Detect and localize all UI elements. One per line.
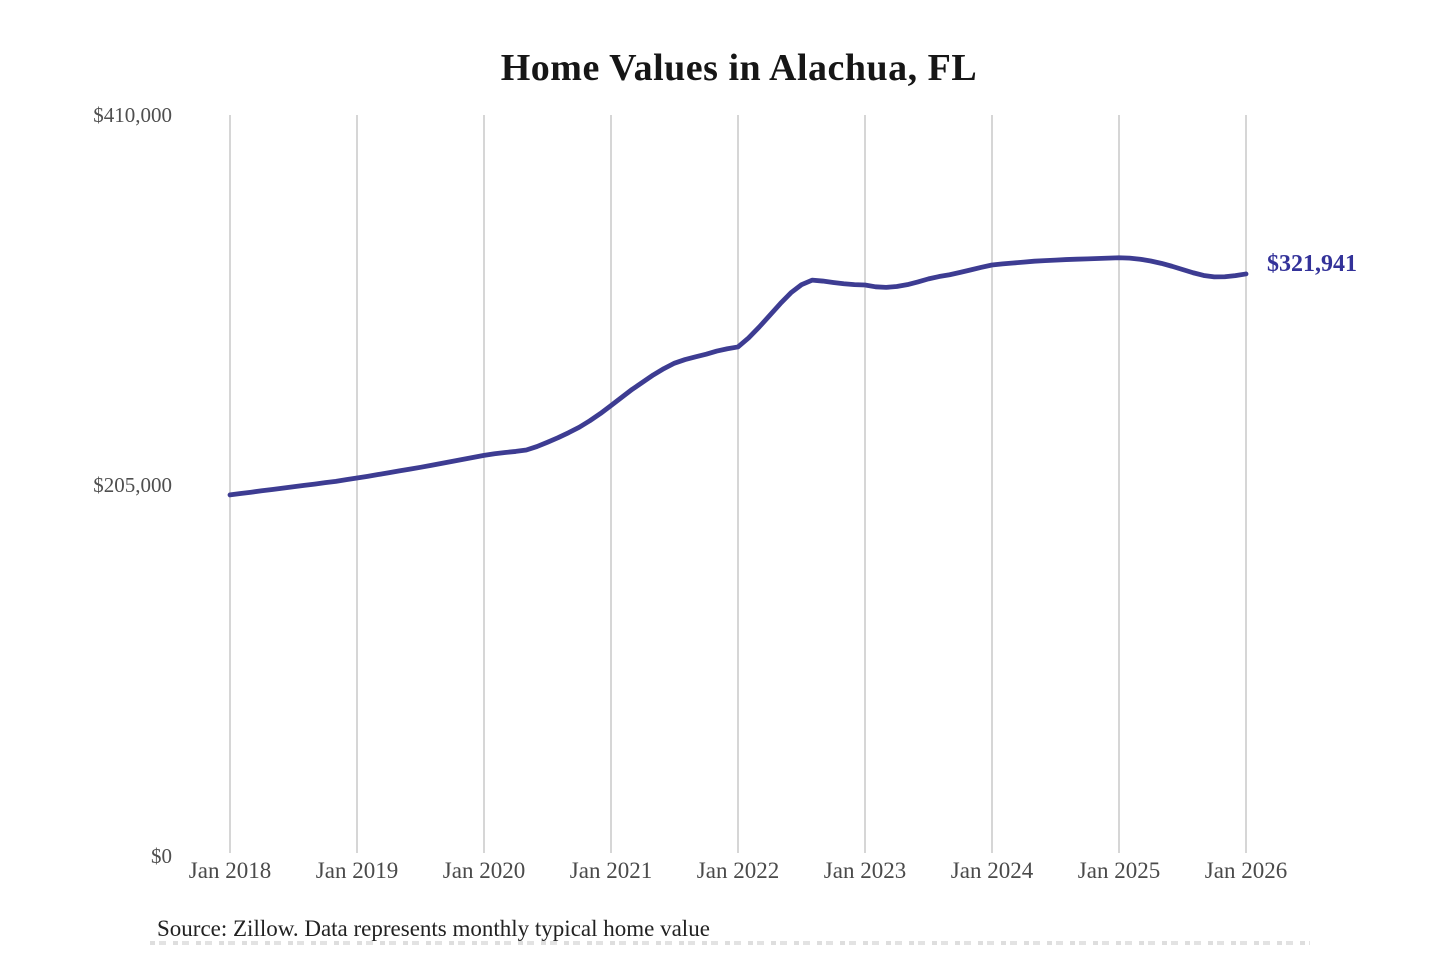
x-axis-tick-jan-2023: Jan 2023 (823, 858, 907, 883)
source-note: Source: Zillow. Data represents monthly … (157, 916, 710, 941)
latest-value-label: $321,941 (1267, 251, 1357, 277)
x-axis-tick-jan-2020: Jan 2020 (442, 858, 526, 883)
y-axis-tick-205000: $205,000 (93, 473, 172, 497)
chart-title: Home Values in Alachua, FL (500, 47, 978, 89)
home-value-series-line (227, 255, 1249, 498)
y-axis-tick-0: $0 (151, 844, 172, 868)
cropped-text-remnant (150, 941, 1310, 945)
x-axis-tick-jan-2025: Jan 2025 (1077, 858, 1161, 883)
x-axis-tick-jan-2019: Jan 2019 (315, 858, 399, 883)
x-axis-tick-jan-2018: Jan 2018 (188, 858, 272, 883)
x-axis-tick-jan-2021: Jan 2021 (569, 858, 653, 883)
y-axis-tick-410000: $410,000 (93, 103, 172, 127)
x-axis-tick-jan-2022: Jan 2022 (696, 858, 780, 883)
x-axis-tick-jan-2024: Jan 2024 (950, 858, 1034, 883)
x-axis-tick-jan-2026: Jan 2026 (1204, 858, 1288, 883)
